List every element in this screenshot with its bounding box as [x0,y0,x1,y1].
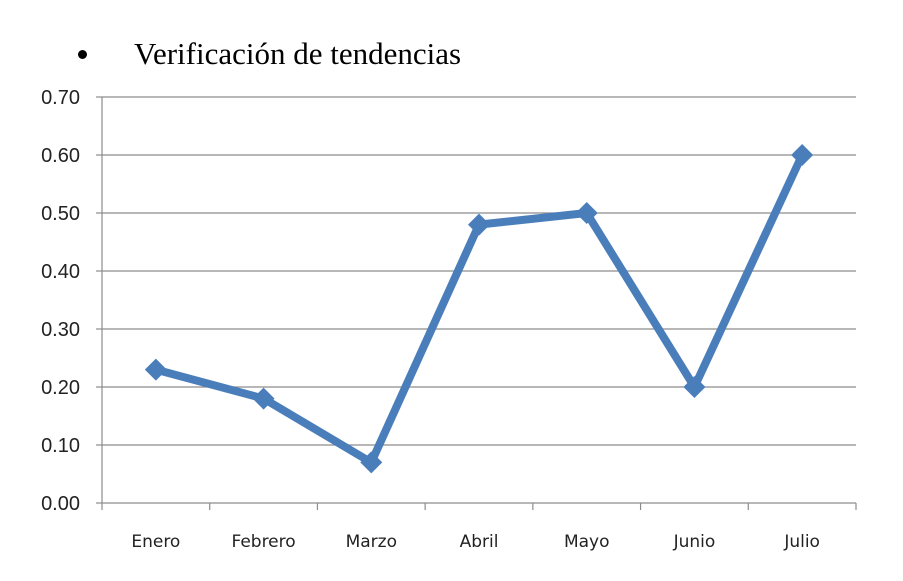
y-tick-label: 0.10 [41,435,80,457]
bullet-point-icon [78,49,87,59]
y-tick-label: 0.70 [41,87,80,109]
x-tick-label: Abril [460,532,499,552]
y-tick-label: 0.20 [41,377,80,399]
data-point-marker [144,358,167,381]
slide-heading: Verificación de tendencias [70,30,461,78]
x-tick-label: Mayo [564,532,610,552]
heading-text: Verificación de tendencias [134,36,462,71]
data-point-marker [683,376,706,398]
data-point-marker [468,213,490,236]
x-tick-label: Junio [673,532,716,552]
x-tick-label: Julio [783,532,820,552]
series-line [151,151,807,467]
data-point-marker [252,387,275,410]
y-tick-label: 0.60 [41,145,80,167]
y-tick-label: 0.30 [41,319,80,341]
x-tick-label: Febrero [231,532,295,552]
data-point-marker [575,202,598,224]
data-point-marker [791,144,814,166]
data-point-marker [360,451,383,474]
y-tick-label: 0.00 [41,493,80,515]
x-tick-label: Marzo [346,532,397,552]
x-tick-label: Enero [131,532,180,552]
y-tick-label: 0.40 [41,261,80,283]
y-tick-label: 0.50 [41,203,80,225]
